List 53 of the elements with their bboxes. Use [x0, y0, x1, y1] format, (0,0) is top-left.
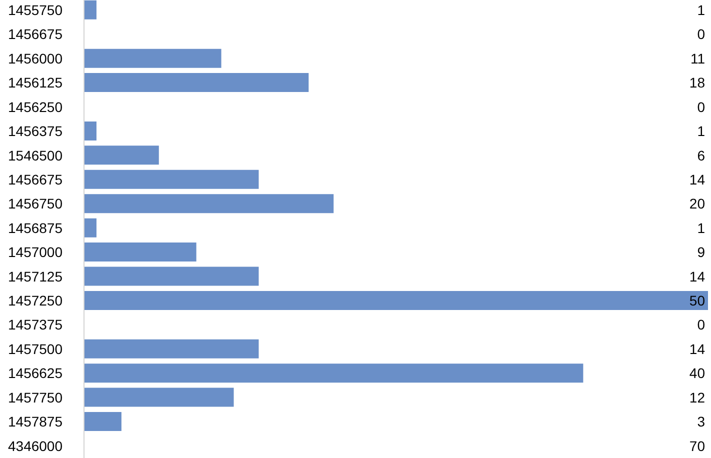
y-tick-label: 1546500	[8, 147, 63, 164]
data-label: 11	[690, 50, 706, 66]
data-label: 14	[689, 171, 706, 188]
y-tick-label: 1456675	[8, 26, 63, 42]
y-tick-label: 1456750	[8, 196, 63, 212]
data-label: 18	[689, 74, 706, 91]
data-label: 6	[697, 147, 706, 164]
bar	[84, 146, 159, 165]
data-label: 3	[697, 414, 706, 430]
bar	[84, 170, 259, 189]
bar	[84, 0, 96, 20]
bar	[84, 48, 222, 68]
y-tick-label: 1457750	[8, 389, 63, 406]
data-label: 50	[689, 292, 706, 309]
y-tick-label: 1456375	[8, 123, 63, 140]
data-label: 0	[697, 98, 706, 115]
y-tick-label: 1456250	[8, 98, 63, 115]
bar	[84, 121, 96, 140]
bar	[84, 339, 259, 358]
y-tick-label: 1457375	[8, 316, 63, 333]
bar	[84, 218, 96, 238]
bar	[84, 73, 309, 92]
y-tick-label: 1457000	[8, 244, 63, 260]
data-label: 14	[689, 340, 706, 357]
data-label: 20	[689, 196, 706, 212]
text: 70	[689, 438, 705, 454]
data-label: 12	[689, 389, 706, 406]
data-label: 0	[697, 26, 706, 42]
data-label: 0	[697, 316, 706, 333]
bar	[84, 194, 334, 214]
bar	[84, 266, 259, 286]
y-tick-label: 1456000	[8, 50, 63, 66]
y-tick-label: 1455750	[8, 2, 63, 18]
data-label: 1	[697, 220, 706, 236]
bar	[84, 242, 196, 262]
bar	[84, 364, 584, 383]
data-label: 14	[689, 268, 706, 284]
y-tick-label: 1456875	[8, 220, 63, 236]
y-tick-label: 1456625	[8, 365, 63, 382]
y-tick-label: 1457875	[8, 414, 63, 430]
data-label: 1	[697, 2, 706, 18]
y-tick-label: 4346000	[8, 438, 63, 454]
data-label: 1	[697, 123, 706, 140]
y-tick-label: 1457125	[8, 268, 63, 284]
bar	[84, 290, 708, 310]
data-label: 40	[689, 365, 706, 382]
y-tick-label: 1457500	[8, 340, 63, 357]
bar	[84, 388, 234, 407]
bar	[84, 412, 122, 431]
y-tick-label: 1456675	[8, 171, 63, 188]
y-tick-label: 1457250	[8, 292, 63, 309]
data-label: 9	[697, 244, 706, 260]
y-tick-label: 1456125	[8, 74, 63, 91]
